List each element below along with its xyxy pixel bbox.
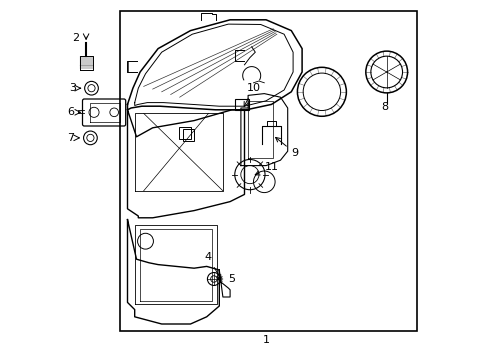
Text: 5: 5 (217, 274, 235, 284)
Bar (183, 129, 194, 141)
Text: 4: 4 (204, 252, 221, 279)
Bar (179, 127, 190, 139)
Text: 11: 11 (255, 162, 278, 175)
Text: 10: 10 (244, 83, 260, 106)
Text: 8: 8 (381, 102, 387, 112)
Text: 1: 1 (262, 335, 269, 345)
Bar (120, 11, 416, 331)
Text: 9: 9 (275, 138, 298, 158)
Text: 2: 2 (72, 33, 80, 43)
Bar (235, 99, 249, 110)
Text: 3: 3 (69, 83, 76, 93)
Text: 7: 7 (67, 133, 74, 143)
Text: 6: 6 (67, 107, 74, 117)
